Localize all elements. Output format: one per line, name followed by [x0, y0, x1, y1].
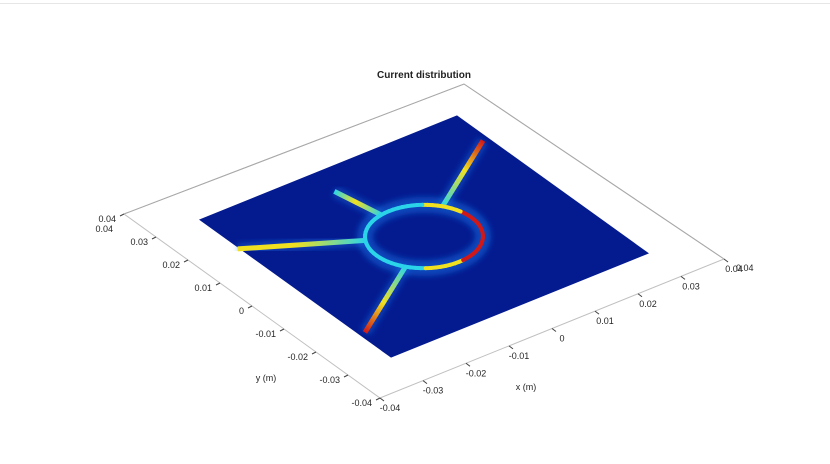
y-axis: -0.04 -0.03 -0.02 -0.01 0 0.01 0.02 0.03 0.04	[98, 213, 381, 408]
y-tick-mark	[311, 351, 317, 355]
x-axis: -0.04 -0.03 -0.02 -0.01 0 0.01 0.02 0.03 0.04	[379, 258, 743, 413]
x-tick-mark	[379, 397, 385, 402]
chart-title: Current distribution	[377, 70, 471, 81]
x-axis-top-label: 0.04	[736, 263, 754, 273]
y-axis-label: y (m)	[256, 373, 277, 383]
y-tick-label: -0.02	[287, 352, 308, 362]
x-tick-mark	[508, 345, 514, 350]
y-tick-mark	[215, 282, 221, 286]
x-tick-mark	[465, 362, 471, 367]
current-field	[237, 137, 491, 336]
y-tick-mark	[375, 397, 381, 401]
x-tick-mark	[680, 275, 686, 280]
ring-segment	[469, 215, 477, 222]
y-tick-mark	[183, 259, 189, 263]
x-tick-label: 0.04	[725, 264, 743, 274]
y-tick-label: 0.01	[194, 283, 212, 293]
top-rule	[0, 3, 830, 4]
x-tick-label: -0.04	[380, 403, 401, 413]
y-tick-label: -0.03	[319, 375, 340, 385]
y-tick-label: 0.03	[130, 237, 148, 247]
x-tick-mark	[422, 380, 428, 385]
arm-feed-top	[333, 189, 383, 218]
y-tick-mark	[343, 374, 349, 378]
axes-box-back	[123, 83, 725, 260]
x-tick-label: -0.02	[466, 368, 487, 378]
board-surface	[199, 115, 649, 358]
x-tick-label: -0.01	[509, 351, 530, 361]
x-tick-label: 0.02	[639, 299, 657, 309]
x-tick-mark	[637, 293, 643, 298]
y-tick-label: -0.04	[351, 398, 372, 408]
x-axis-label: x (m)	[516, 382, 537, 392]
arm-arm-upper-left	[237, 237, 366, 252]
arm-arm-right	[440, 139, 486, 208]
y-tick-label: -0.01	[255, 329, 276, 339]
x-tick-label: 0	[559, 334, 564, 344]
y-tick-mark	[247, 305, 253, 309]
y-tick-label: 0.04	[98, 214, 116, 224]
x-tick-mark	[723, 258, 729, 263]
z-axis: 0.040.04	[95, 224, 753, 273]
x-tick-label: 0.03	[682, 281, 700, 291]
y-tick-label: 0.02	[162, 260, 180, 270]
y-axis-top-label: 0.04	[95, 224, 113, 234]
y-tick-mark	[279, 328, 285, 332]
arm-arm-lower-left	[362, 265, 408, 334]
x-tick-mark	[551, 328, 557, 332]
y-tick-mark	[119, 213, 125, 217]
x-tick-label: -0.03	[423, 386, 444, 396]
x-tick-label: 0.01	[596, 316, 614, 326]
x-tick-mark	[594, 310, 600, 315]
y-tick-mark	[151, 236, 157, 240]
y-tick-label: 0	[239, 306, 244, 316]
